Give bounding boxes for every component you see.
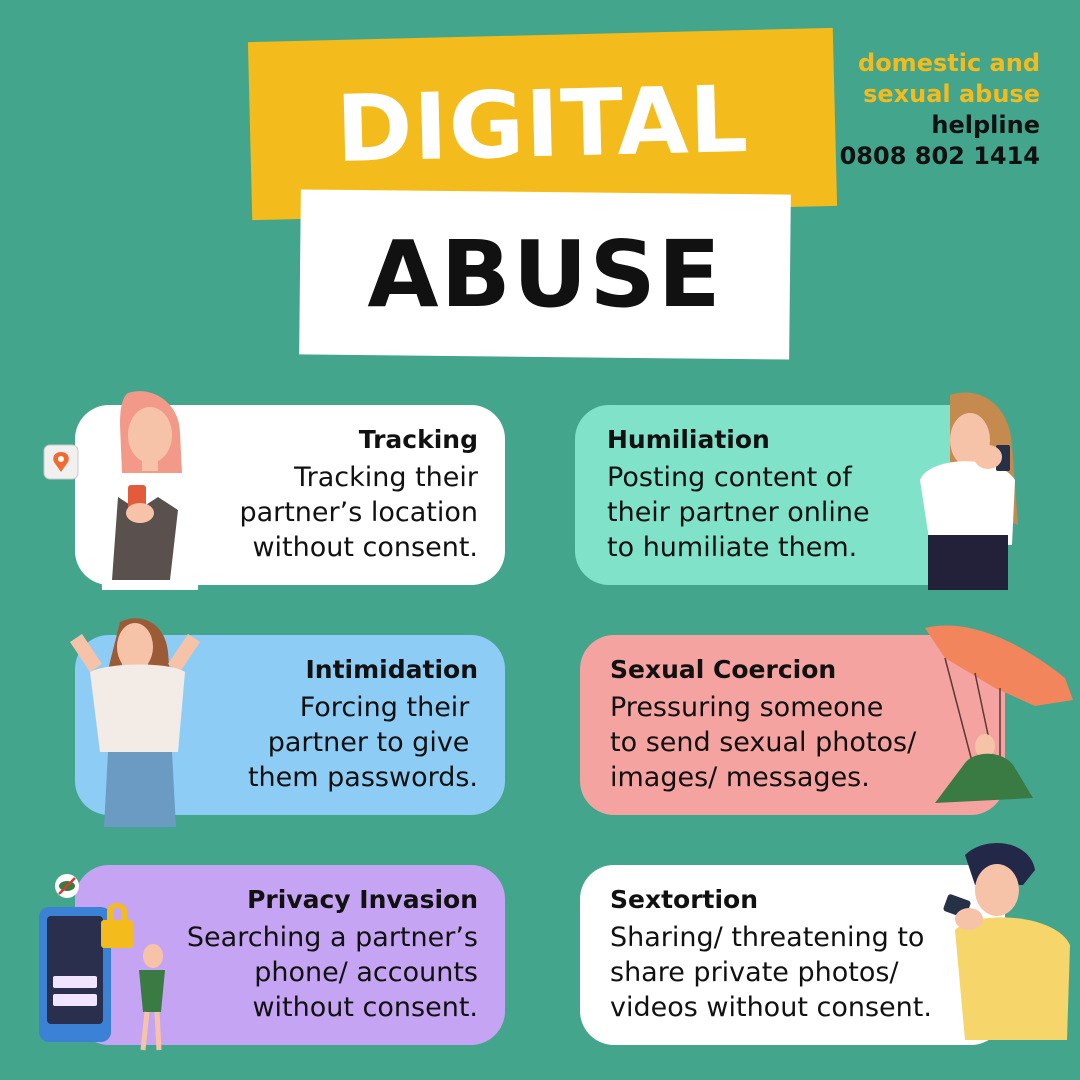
humiliation-woman-illustration	[920, 392, 1018, 590]
padlock-icon	[107, 903, 127, 922]
sextortion-man-illustration	[943, 843, 1070, 1040]
coercion-hand-illustration	[925, 625, 1073, 803]
privacy-phone-illustration	[39, 874, 165, 1051]
card-intimidation-text: Forcing their partner to give them passw…	[247, 692, 478, 793]
card-humiliation-text: Posting content of their partner online …	[607, 462, 870, 563]
card-intimidation-title: Intimidation	[305, 655, 479, 684]
card-sextortion	[580, 865, 1005, 1045]
helpline-line-2: sexual abuse	[863, 80, 1040, 108]
card-privacy-invasion-text: Searching a partner’s phone/ accounts wi…	[186, 922, 478, 1023]
title-line-2: ABUSE	[367, 221, 723, 328]
card-tracking-title: Tracking	[358, 425, 478, 454]
card-tracking-text: Tracking their partner’s location withou…	[239, 462, 478, 563]
title-line-1: DIGITAL	[334, 65, 751, 184]
card-sexual-coercion	[580, 635, 1005, 815]
card-privacy-invasion-title: Privacy Invasion	[247, 885, 478, 914]
tracking-woman-illustration	[43, 391, 200, 590]
card-sextortion-text: Sharing/ threatening to share private ph…	[610, 922, 932, 1023]
helpline-block: domestic and sexual abuse helpline 0808 …	[840, 48, 1040, 172]
intimidation-woman-illustration	[70, 618, 200, 827]
helpline-phone: 0808 802 1414	[839, 142, 1040, 170]
helpline-line-1: domestic and	[858, 49, 1040, 77]
card-sextortion-title: Sextortion	[610, 885, 759, 914]
card-humiliation-title: Humiliation	[607, 425, 770, 454]
card-sexual-coercion-text: Pressuring someone to send sexual photos…	[610, 692, 917, 793]
card-sexual-coercion-title: Sexual Coercion	[610, 655, 837, 684]
helpline-line-3: helpline	[931, 111, 1040, 139]
